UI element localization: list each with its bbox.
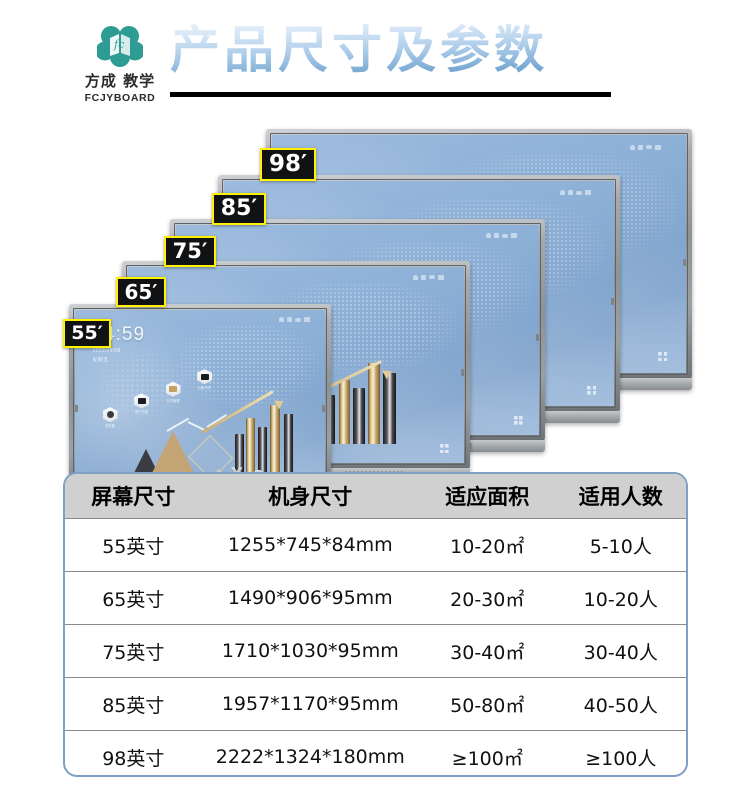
page-title: 产品尺寸及参数: [170, 21, 548, 79]
cell-area: 20-30㎡: [418, 571, 556, 625]
cell-people: 40-50人: [555, 677, 686, 731]
home-icon: [559, 190, 565, 195]
screen-status-icons: [559, 190, 591, 195]
display-screen[interactable]: 14:59 2022/04/08 星期五 浏览器 电子白板 文: [75, 310, 325, 493]
app-label: 白板书写: [197, 386, 212, 391]
cell-screen-size: 65英寸: [65, 571, 202, 625]
logo-name-en: FCJYBOARD: [84, 92, 156, 104]
lock-icon: [567, 190, 573, 195]
app-shortcut-notes[interactable]: 白板书写: [197, 369, 212, 390]
cell-body-size: 1490*906*95mm: [201, 571, 419, 625]
home-icon: [412, 274, 418, 280]
cell-people: 5-10人: [555, 518, 686, 572]
sensor-nub-left: [75, 405, 78, 413]
logo-name-cn: 方成 教学: [84, 72, 156, 90]
camera-icon: [575, 190, 582, 195]
size-badge-75: 75′: [164, 236, 216, 267]
cell-screen-size: 75英寸: [65, 624, 202, 678]
cell-body-size: 2222*1324*180mm: [215, 746, 405, 768]
whiteboard-icon: [134, 393, 149, 409]
lock-icon: [494, 233, 500, 239]
cell-area: 10-20㎡: [418, 518, 556, 572]
app-grid-icon[interactable]: [658, 352, 668, 362]
sensor-nub-right: [611, 298, 614, 305]
app-shortcut-files[interactable]: 文件管理: [165, 381, 181, 403]
col-header-body-size: 机身尺寸: [201, 474, 419, 519]
app-shortcut-whiteboard[interactable]: 电子白板: [134, 393, 149, 414]
notes-icon: [197, 369, 212, 385]
size-badge-98: 98′: [260, 148, 316, 181]
files-icon: [165, 381, 181, 397]
app-label: 电子白板: [134, 410, 149, 415]
cell-people: 30-40人: [555, 624, 686, 678]
spec-table: 屏幕尺寸 机身尺寸 适应面积 适用人数 55英寸 1255*745*84mm 1…: [65, 474, 686, 776]
clock-date: 2022/04/08: [92, 347, 121, 354]
screen-status-icons: [486, 233, 518, 239]
spec-table-container: 屏幕尺寸 机身尺寸 适应面积 适用人数 55英寸 1255*745*84mm 1…: [63, 472, 688, 777]
col-header-people: 适用人数: [555, 474, 686, 519]
cell-area: ≥100㎡: [451, 747, 523, 770]
triangle-tan: [150, 430, 195, 475]
screen-status-icons: [279, 317, 310, 323]
wifi-icon: [304, 317, 310, 323]
screen-status-icons: [630, 144, 662, 150]
home-icon: [279, 317, 284, 323]
page-header: fc 方成 教学 FCJYBOARD 产品尺寸及参数: [0, 0, 750, 118]
col-header-area: 适应面积: [418, 474, 556, 519]
desktop-app-shortcuts: 浏览器 电子白板 文件管理 白板书写: [102, 369, 253, 431]
table-row: 65英寸 1490*906*95mm 20-30㎡ 10-20人: [65, 571, 686, 625]
svg-text:fc: fc: [113, 38, 124, 51]
title-underline: [170, 92, 611, 97]
fc-blossom-logo-icon: fc: [95, 24, 145, 68]
col-header-screen-size: 屏幕尺寸: [65, 474, 202, 519]
lock-icon: [420, 274, 426, 280]
product-size-lineup: $ ¥ € 98′: [0, 118, 750, 510]
camera-icon: [646, 145, 653, 150]
table-row: 75英寸 1710*1030*95mm 30-40㎡ 30-40人: [65, 624, 686, 678]
display-55[interactable]: 14:59 2022/04/08 星期五 浏览器 电子白板 文: [63, 304, 331, 510]
app-grid-icon[interactable]: [513, 415, 523, 425]
sensor-nub-right: [322, 405, 325, 413]
app-label: 文件管理: [166, 398, 180, 403]
sensor-nub-right: [683, 258, 686, 266]
lock-icon: [287, 317, 292, 323]
size-badge-65: 65′: [116, 277, 166, 307]
cell-screen-size: 98英寸: [102, 747, 165, 770]
brand-logo: fc 方成 教学 FCJYBOARD: [74, 24, 166, 104]
lock-icon: [638, 144, 644, 150]
camera-icon: [295, 317, 301, 322]
cell-screen-size: 85英寸: [65, 677, 202, 731]
table-row: 55英寸 1255*745*84mm 10-20㎡ 5-10人: [65, 518, 686, 572]
sensor-nub-right: [536, 334, 539, 342]
size-badge-55: 55′: [63, 319, 111, 348]
wifi-icon: [584, 190, 591, 195]
app-label: 浏览器: [104, 424, 116, 429]
screen-status-icons: [412, 274, 444, 280]
home-icon: [630, 144, 636, 150]
cell-area: 30-40㎡: [418, 624, 556, 678]
wifi-icon: [511, 233, 518, 239]
app-grid-icon[interactable]: [587, 385, 597, 395]
cell-people: 10-20人: [555, 571, 686, 625]
table-row: 85英寸 1957*1170*95mm 50-80㎡ 40-50人: [65, 677, 686, 731]
sensor-nub-right: [461, 368, 464, 376]
table-header-row: 屏幕尺寸 机身尺寸 适应面积 适用人数: [65, 474, 686, 519]
app-shortcut-browser[interactable]: 浏览器: [102, 407, 118, 429]
cell-body-size: 1957*1170*95mm: [201, 677, 419, 731]
camera-icon: [428, 275, 435, 280]
home-icon: [486, 233, 492, 239]
wifi-icon: [437, 274, 444, 280]
size-badge-85: 85′: [212, 193, 266, 225]
cell-body-size: 1255*745*84mm: [201, 518, 419, 572]
cell-body-size: 1710*1030*95mm: [201, 624, 419, 678]
cell-area: 50-80㎡: [418, 677, 556, 731]
table-row: 98英寸 2222*1324*180mm ≥100㎡ ≥100人: [65, 731, 686, 776]
app-grid-icon[interactable]: [439, 444, 449, 454]
cell-people: ≥100人: [585, 747, 657, 770]
wifi-icon: [655, 144, 662, 150]
cell-screen-size: 55英寸: [65, 518, 202, 572]
clock-weekday: 星期五: [92, 356, 109, 363]
compass-icon: [102, 407, 118, 423]
camera-icon: [502, 233, 509, 238]
